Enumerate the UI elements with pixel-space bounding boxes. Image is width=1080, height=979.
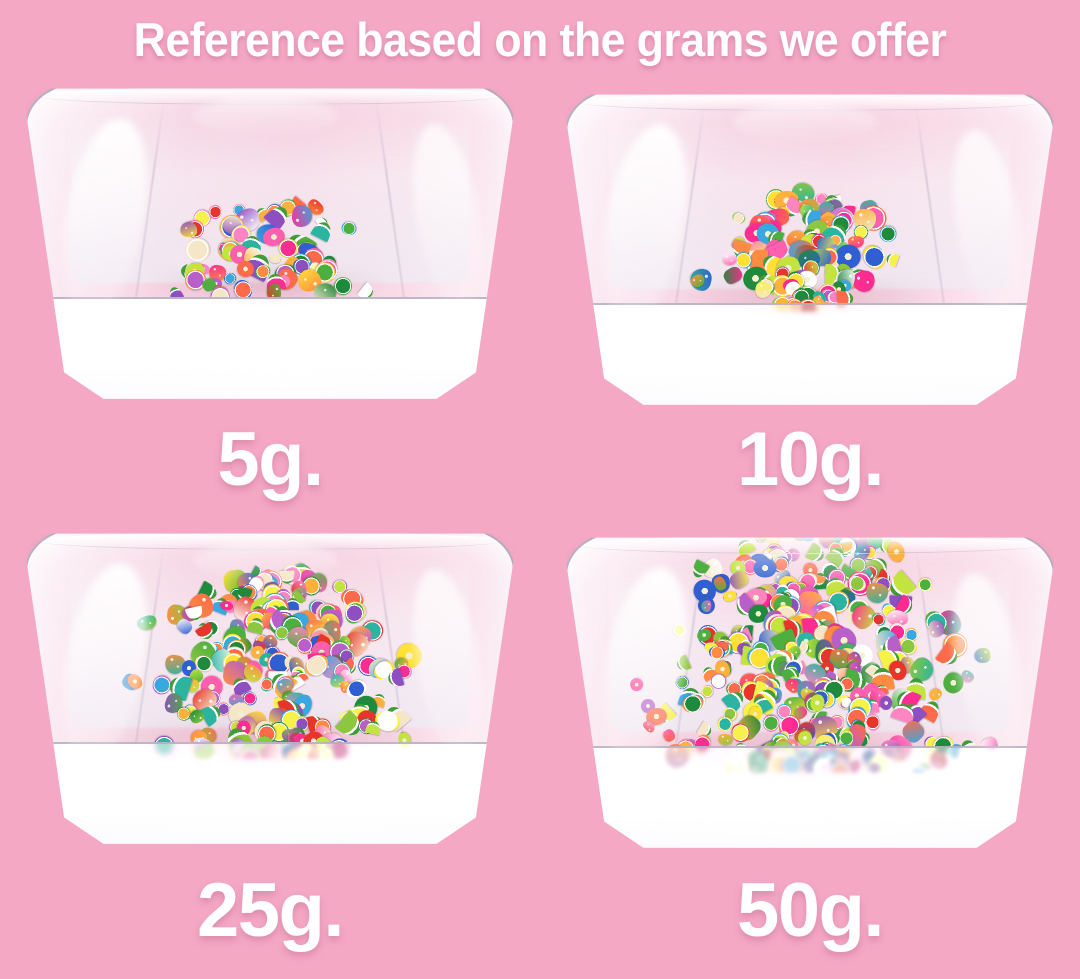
bowl-inner-back xyxy=(70,100,470,283)
bowl-glass xyxy=(25,533,515,844)
pile-shadow xyxy=(92,713,448,769)
pile-shadow xyxy=(676,272,944,320)
bowl-cell-5g: 5g. xyxy=(0,0,540,500)
pile-shadow xyxy=(145,262,395,306)
bowl-figure xyxy=(25,82,515,412)
bowl-cell-50g: 50g. xyxy=(540,489,1080,978)
bowl-front-wall xyxy=(31,297,509,399)
bowl-cell-10g: 10g. xyxy=(540,0,1080,500)
bowl-inner-back xyxy=(610,106,1010,289)
weight-label-25g: 25g. xyxy=(196,868,345,953)
weight-label-5g: 5g. xyxy=(217,417,324,502)
pile-shadow xyxy=(608,723,1012,783)
bowl-front-wall xyxy=(571,303,1049,405)
bowl-inner-back xyxy=(70,545,470,728)
bowl-glass xyxy=(565,94,1055,405)
bowl-glass xyxy=(25,88,515,399)
bowl-glass xyxy=(565,537,1055,848)
bowl-cell-25g: 25g. xyxy=(0,489,540,978)
bowl-inner-back xyxy=(610,549,1010,732)
weight-label-10g: 10g. xyxy=(736,417,885,502)
bowl-figure xyxy=(565,531,1055,861)
page-title: Reference based on the grams we offer xyxy=(133,13,947,66)
bowl-figure xyxy=(565,88,1055,418)
weight-label-50g: 50g. xyxy=(736,868,885,953)
bowl-figure xyxy=(25,527,515,857)
